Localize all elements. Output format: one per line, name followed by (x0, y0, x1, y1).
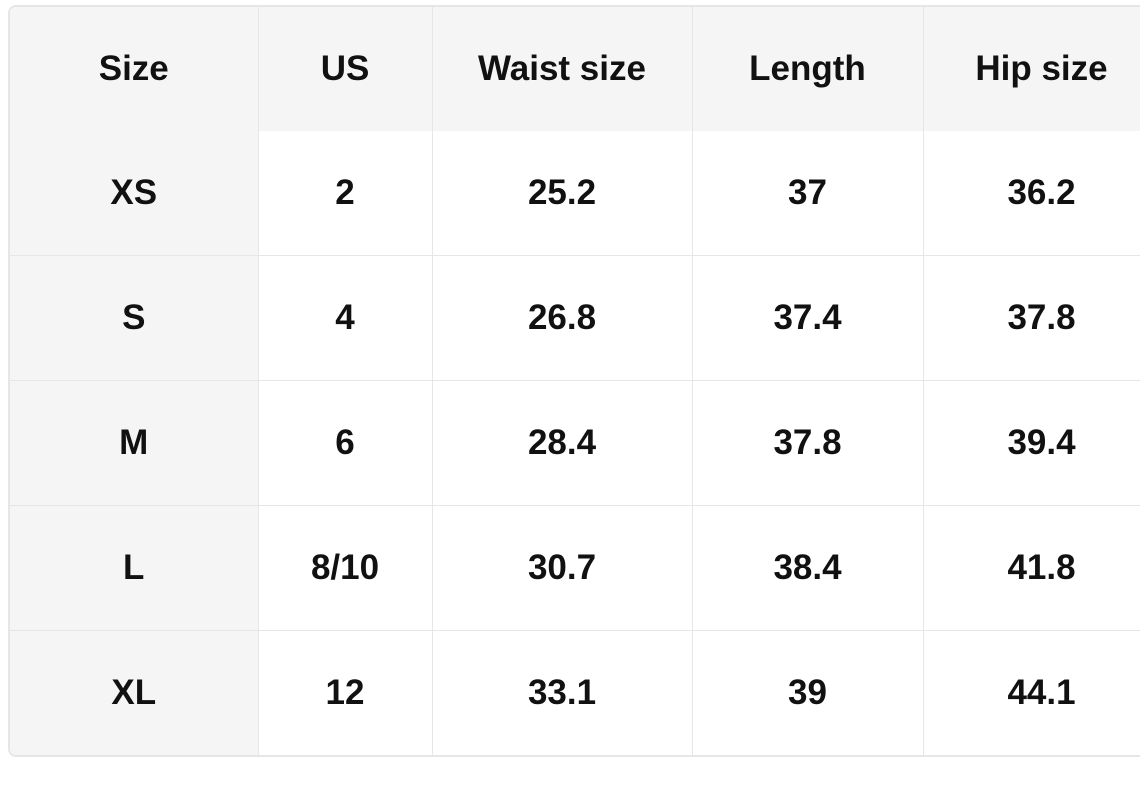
table-cell: 37.4 (691, 255, 924, 381)
table-cell: 37.8 (922, 255, 1140, 381)
table-body: XS 2 25.2 37 36.2 S 4 26.8 37.4 37.8 M 6 28.4 37.8 39.… (10, 131, 1140, 755)
table-cell: 39.4 (922, 380, 1140, 506)
header-cell: Hip size (922, 7, 1140, 131)
table-row: XL 12 33.1 39 44.1 (10, 630, 1140, 755)
table-cell: 41.8 (922, 505, 1140, 631)
table-cell: 25.2 (431, 131, 693, 256)
size-cell: S (10, 255, 259, 381)
table-cell: 28.4 (431, 380, 693, 506)
size-cell: L (10, 505, 259, 631)
table-row: L 8/10 30.7 38.4 41.8 (10, 505, 1140, 631)
table-cell: 4 (257, 255, 433, 381)
table-cell: 37 (691, 131, 924, 256)
table-cell: 44.1 (922, 630, 1140, 755)
table-cell: 12 (257, 630, 433, 755)
header-cell: US (257, 7, 433, 131)
size-table: Size US Waist size Length Hip size XS 2 25.2 37… (10, 7, 1140, 755)
table-cell: 39 (691, 630, 924, 755)
header-cell: Waist size (431, 7, 693, 131)
table-cell: 33.1 (431, 630, 693, 755)
table-row: M 6 28.4 37.8 39.4 (10, 380, 1140, 506)
size-cell: M (10, 380, 259, 506)
size-cell: XL (10, 630, 259, 755)
table-cell: 36.2 (922, 131, 1140, 256)
size-cell: XS (10, 131, 259, 256)
table-row: XS 2 25.2 37 36.2 (10, 131, 1140, 256)
table-cell: 38.4 (691, 505, 924, 631)
table-cell: 30.7 (431, 505, 693, 631)
size-table-container: Size US Waist size Length Hip size XS 2 25.2 37… (8, 5, 1140, 757)
table-cell: 2 (257, 131, 433, 256)
table-cell: 26.8 (431, 255, 693, 381)
header-row: Size US Waist size Length Hip size (10, 7, 1140, 131)
table-row: S 4 26.8 37.4 37.8 (10, 255, 1140, 381)
header-cell: Size (10, 7, 259, 131)
header-cell: Length (691, 7, 924, 131)
table-cell: 8/10 (257, 505, 433, 631)
table-cell: 6 (257, 380, 433, 506)
table-cell: 37.8 (691, 380, 924, 506)
